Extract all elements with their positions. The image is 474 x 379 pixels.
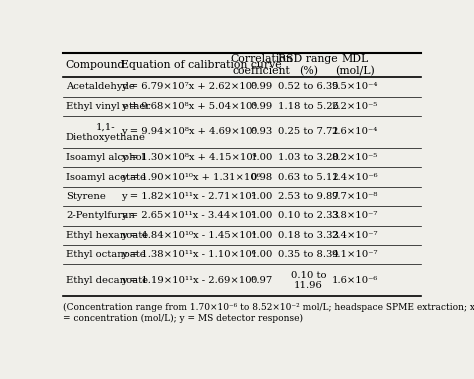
Text: 0.52 to 6.35: 0.52 to 6.35 [278, 82, 338, 91]
Text: Isoamyl acetate: Isoamyl acetate [66, 172, 146, 182]
Text: 9.7×10⁻⁸: 9.7×10⁻⁸ [332, 192, 378, 201]
Text: 2.6×10⁻⁴: 2.6×10⁻⁴ [332, 127, 378, 136]
Text: y = 9.94×10⁸x + 4.69×10⁵: y = 9.94×10⁸x + 4.69×10⁵ [121, 127, 257, 136]
Text: y = 4.84×10¹⁰x - 1.45×10⁴: y = 4.84×10¹⁰x - 1.45×10⁴ [121, 231, 256, 240]
Text: 1.00: 1.00 [251, 231, 273, 240]
Text: 1.00: 1.00 [251, 192, 273, 201]
Text: y = 1.82×10¹¹x - 2.71×10⁵: y = 1.82×10¹¹x - 2.71×10⁵ [121, 192, 256, 201]
Text: Ethyl decanoate: Ethyl decanoate [66, 276, 148, 285]
Text: y = 2.65×10¹¹x - 3.44×10⁵: y = 2.65×10¹¹x - 3.44×10⁵ [121, 211, 256, 221]
Text: Compound: Compound [66, 60, 125, 70]
Text: 2.4×10⁻⁷: 2.4×10⁻⁷ [332, 231, 378, 240]
Text: 2-Pentylfuran: 2-Pentylfuran [66, 211, 135, 221]
Text: 0.10 to 2.33: 0.10 to 2.33 [278, 211, 339, 221]
Text: 0.99: 0.99 [251, 82, 273, 91]
Text: 0.35 to 8.34: 0.35 to 8.34 [278, 250, 339, 259]
Text: Ethyl vinyl ether: Ethyl vinyl ether [66, 102, 150, 111]
Text: 1.00: 1.00 [251, 211, 273, 221]
Text: 0.97: 0.97 [251, 276, 273, 285]
Text: y = 1.90×10¹⁰x + 1.31×10⁶: y = 1.90×10¹⁰x + 1.31×10⁶ [121, 172, 261, 182]
Text: (Concentration range from 1.70×10⁻⁶ to 8.52×10⁻² mol/L; headspace SPME extractio: (Concentration range from 1.70×10⁻⁶ to 8… [63, 303, 474, 323]
Text: y = 1.19×10¹¹x - 2.69×10⁶: y = 1.19×10¹¹x - 2.69×10⁶ [121, 276, 256, 285]
Text: Ethyl hexanoate: Ethyl hexanoate [66, 231, 148, 240]
Text: 1.6×10⁻⁶: 1.6×10⁻⁶ [332, 276, 378, 285]
Text: y = 1.30×10⁸x + 4.15×10⁴: y = 1.30×10⁸x + 4.15×10⁴ [121, 153, 257, 162]
Text: 2.53 to 9.87: 2.53 to 9.87 [278, 192, 338, 201]
Text: y = 6.79×10⁷x + 2.62×10⁵: y = 6.79×10⁷x + 2.62×10⁵ [121, 82, 256, 91]
Text: 9.5×10⁻⁴: 9.5×10⁻⁴ [332, 82, 378, 91]
Text: 1.4×10⁻⁶: 1.4×10⁻⁶ [331, 172, 378, 182]
Text: 1.00: 1.00 [251, 250, 273, 259]
Text: 1.18 to 5.26: 1.18 to 5.26 [278, 102, 339, 111]
Text: 1.03 to 3.20: 1.03 to 3.20 [278, 153, 339, 162]
Text: 2.2×10⁻⁵: 2.2×10⁻⁵ [332, 102, 378, 111]
Text: 0.25 to 7.71: 0.25 to 7.71 [278, 127, 339, 136]
Text: y = 1.38×10¹¹x - 1.10×10⁶: y = 1.38×10¹¹x - 1.10×10⁶ [121, 250, 256, 259]
Text: Isoamyl alcohol: Isoamyl alcohol [66, 153, 145, 162]
Text: 3.8×10⁻⁷: 3.8×10⁻⁷ [332, 211, 378, 221]
Text: 9.1×10⁻⁷: 9.1×10⁻⁷ [332, 250, 378, 259]
Text: Styrene: Styrene [66, 192, 106, 201]
Text: 0.98: 0.98 [251, 172, 273, 182]
Text: Equation of calibration curve: Equation of calibration curve [121, 60, 282, 70]
Text: 0.99: 0.99 [251, 102, 273, 111]
Text: Acetaldehyde: Acetaldehyde [66, 82, 135, 91]
Text: y = 9.68×10⁸x + 5.04×10⁴: y = 9.68×10⁸x + 5.04×10⁴ [121, 102, 257, 111]
Text: 1,1-
Diethoxyethane: 1,1- Diethoxyethane [66, 122, 146, 142]
Text: 8.2×10⁻⁵: 8.2×10⁻⁵ [332, 153, 378, 162]
Text: 0.10 to
11.96: 0.10 to 11.96 [291, 271, 326, 290]
Text: 0.18 to 3.33: 0.18 to 3.33 [278, 231, 339, 240]
Text: RSD range
(%): RSD range (%) [278, 54, 338, 76]
Text: Ethyl octanoate: Ethyl octanoate [66, 250, 146, 259]
Text: Correlation
coefficient: Correlation coefficient [230, 54, 293, 76]
Text: MDL
(mol/L): MDL (mol/L) [335, 54, 375, 76]
Text: 0.63 to 5.12: 0.63 to 5.12 [278, 172, 338, 182]
Text: 1.00: 1.00 [251, 153, 273, 162]
Text: 0.93: 0.93 [251, 127, 273, 136]
